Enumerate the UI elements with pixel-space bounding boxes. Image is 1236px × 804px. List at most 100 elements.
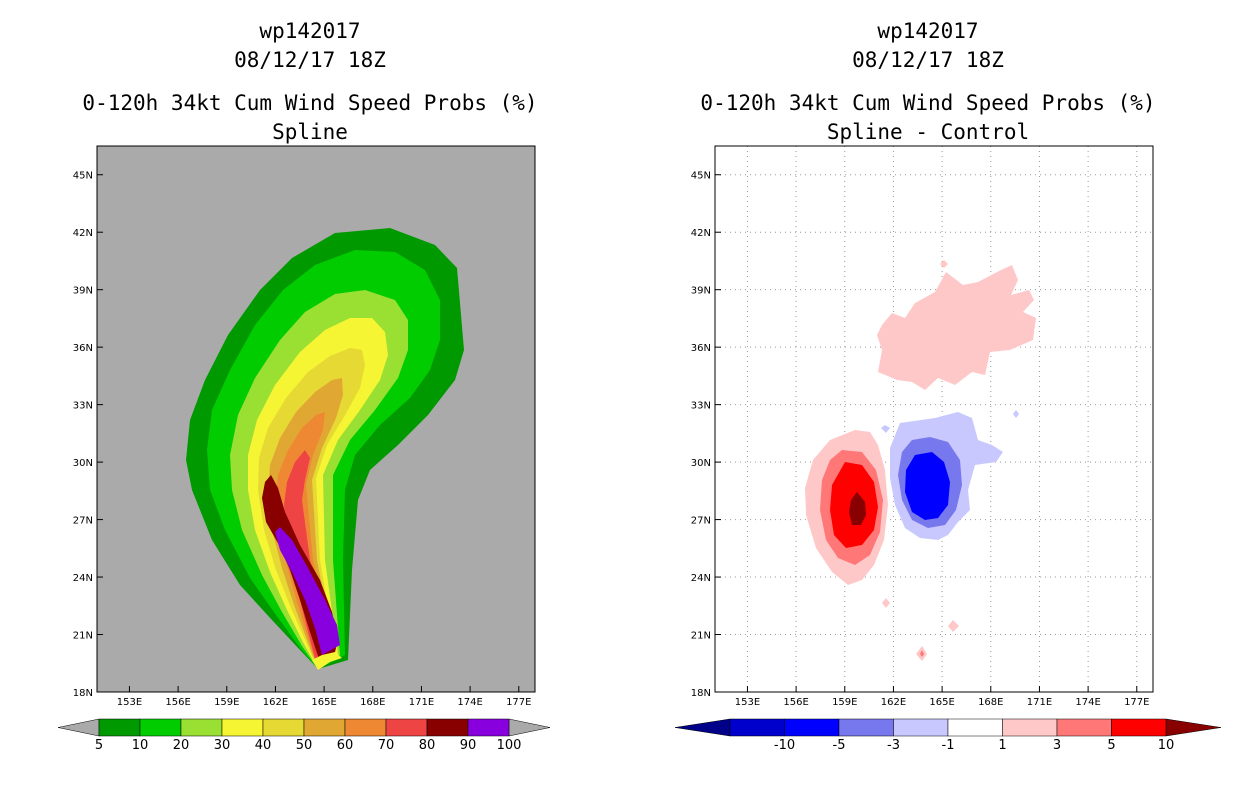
left-colorbar-swatch	[139, 718, 182, 737]
right-subtitle: Spline - Control	[827, 120, 1029, 144]
right-ytick-label: 45N	[691, 171, 711, 182]
left-ytick-label: 36N	[73, 343, 93, 354]
left-colorbar-label: 80	[419, 738, 436, 753]
right-xtick-label: 156E	[783, 697, 808, 708]
left-xtick-label: 156E	[165, 697, 190, 708]
left-colorbar-label: 40	[255, 738, 272, 753]
right-colorbar-extend-high	[1165, 718, 1222, 737]
right-colorbar-swatch	[947, 718, 1003, 737]
left-colorbar-swatch	[344, 718, 387, 737]
left-ytick-label: 27N	[73, 516, 93, 527]
right-xtick-label: 177E	[1124, 697, 1149, 708]
diff-speck-6	[940, 260, 948, 268]
left-colorbar-extend-high	[508, 718, 551, 737]
left-colorbar-label: 5	[95, 738, 103, 753]
right-ytick-label: 42N	[691, 228, 711, 239]
right-xtick-label: 159E	[832, 697, 857, 708]
left-ytick-label: 21N	[73, 631, 93, 642]
right-contours	[805, 260, 1036, 661]
diff-north-pos-1	[877, 265, 1036, 390]
right-colorbar-label: -1	[942, 738, 955, 753]
right-colorbar-swatch	[729, 718, 785, 737]
left-colorbar-swatch	[467, 718, 510, 737]
right-colorbar-label: 5	[1107, 738, 1115, 753]
diff-speck-4	[881, 425, 890, 433]
left-datetime: 08/12/17 18Z	[234, 48, 386, 72]
right-colorbar-swatch	[1056, 718, 1112, 737]
right-colorbar-label: 3	[1053, 738, 1061, 753]
right-colorbar-swatch	[893, 718, 949, 737]
left-xtick-label: 153E	[117, 697, 142, 708]
left-colorbar-swatch	[221, 718, 264, 737]
contour-yellow-edge	[312, 652, 342, 670]
left-xtick-label: 168E	[360, 697, 385, 708]
panel-right: wp142017 08/12/17 18Z 0-120h 34kt Cum Wi…	[674, 19, 1222, 753]
left-xtick-label: 174E	[457, 697, 482, 708]
left-ytick-label: 33N	[73, 401, 93, 412]
diff-speck-5	[1013, 410, 1019, 418]
contour-90	[275, 527, 340, 655]
right-xtick-label: 165E	[929, 697, 954, 708]
right-xtick-label: 171E	[1027, 697, 1052, 708]
right-ytick-label: 30N	[691, 458, 711, 469]
right-colorbar-swatch	[1111, 718, 1167, 737]
right-ytick-label: 21N	[691, 631, 711, 642]
diff-sw-pos-10	[849, 492, 866, 525]
left-colorbar-label: 70	[378, 738, 395, 753]
left-colorbar-swatch	[385, 718, 428, 737]
right-colorbar-label: 10	[1158, 738, 1175, 753]
right-ytick-label: 18N	[691, 688, 711, 699]
diff-speck-3	[882, 598, 890, 608]
right-colorbar-swatch	[1002, 718, 1058, 737]
left-colorbar-extend-low	[57, 718, 100, 737]
right-colorbar-label: -10	[774, 738, 795, 753]
left-xtick-label: 171E	[409, 697, 434, 708]
left-colorbar-label: 50	[296, 738, 313, 753]
left-plot-frame	[96, 145, 536, 693]
left-colorbar-swatch	[180, 718, 223, 737]
right-axes: 153E 156E 159E 162E 165E 168E 171E 174E 177E 18N 2…	[691, 171, 1150, 708]
right-colorbar-swatch	[784, 718, 840, 737]
left-colorbar-swatch	[98, 718, 141, 737]
left-ytick-label: 42N	[73, 228, 93, 239]
left-colorbar-label: 20	[173, 738, 190, 753]
left-ytick-label: 30N	[73, 458, 93, 469]
left-subtitle: Spline	[272, 120, 348, 144]
left-xtick-label: 162E	[263, 697, 288, 708]
right-ytick-label: 36N	[691, 343, 711, 354]
right-datetime: 08/12/17 18Z	[852, 48, 1004, 72]
right-colorbar-extend-low	[674, 718, 731, 737]
left-colorbar-label: 60	[337, 738, 354, 753]
right-xtick-label: 153E	[735, 697, 760, 708]
left-colorbar-swatch	[426, 718, 469, 737]
left-storm-id: wp142017	[259, 19, 360, 43]
left-colorbar-label: 90	[460, 738, 477, 753]
left-colorbar: 5 10 20 30 40 50 60 70 80 90 100	[57, 718, 551, 753]
left-colorbar-swatch	[262, 718, 305, 737]
left-xtick-label: 159E	[214, 697, 239, 708]
diff-speck-1b	[920, 650, 924, 657]
left-colorbar-label: 30	[214, 738, 231, 753]
left-xtick-label: 165E	[311, 697, 336, 708]
left-ytick-label: 24N	[73, 573, 93, 584]
left-ytick-label: 45N	[73, 171, 93, 182]
right-colorbar: -10 -5 -3 -1 1 3 5 10	[674, 718, 1222, 753]
left-colorbar-label: 100	[497, 738, 522, 753]
left-xtick-label: 177E	[506, 697, 531, 708]
left-title: 0-120h 34kt Cum Wind Speed Probs (%)	[82, 91, 537, 115]
right-title: 0-120h 34kt Cum Wind Speed Probs (%)	[700, 91, 1155, 115]
right-ytick-label: 39N	[691, 286, 711, 297]
diff-se-neg-5	[905, 452, 950, 520]
left-colorbar-label: 10	[132, 738, 149, 753]
right-xtick-label: 162E	[881, 697, 906, 708]
right-ytick-label: 27N	[691, 516, 711, 527]
left-ytick-label: 39N	[73, 286, 93, 297]
right-plot-frame	[714, 145, 1154, 693]
left-contours	[186, 228, 464, 670]
right-ytick-label: 24N	[691, 573, 711, 584]
left-ytick-label: 18N	[73, 688, 93, 699]
right-xtick-label: 174E	[1075, 697, 1100, 708]
right-ytick-label: 33N	[691, 401, 711, 412]
left-axes: 153E 156E 159E 162E 165E 168E 171E 174E 177E 18N 2…	[73, 171, 532, 708]
